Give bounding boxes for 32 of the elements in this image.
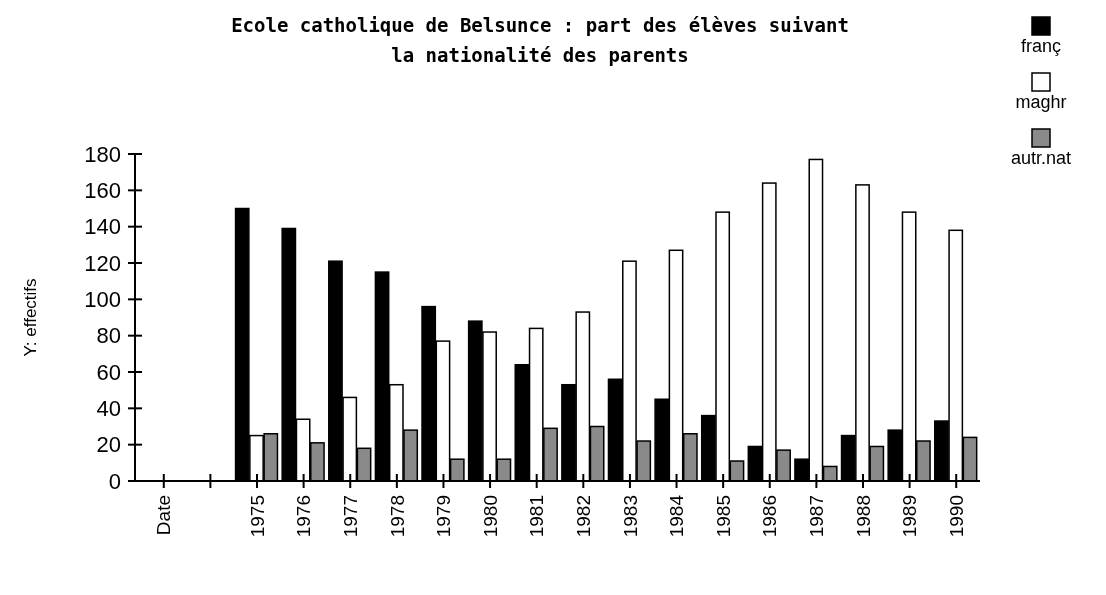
x-tick-label: 1980 [479,495,501,538]
x-tick-label: 1984 [666,494,688,538]
x-tick-label: 1983 [619,495,641,538]
x-tick-label: Date [153,495,175,536]
y-tick-label: 40 [96,396,121,422]
y-tick-label: 120 [84,250,121,276]
x-tick-label: 1977 [339,495,361,538]
y-tick-label: 180 [84,141,121,167]
x-tick-label: 1979 [433,495,455,538]
y-tick-label: 20 [96,432,121,458]
x-tick-label: 1975 [246,495,268,538]
x-tick-label: 1987 [806,495,828,538]
x-tick-label: 1990 [945,495,967,538]
legend-label: maghr [1015,92,1067,112]
y-tick-label: 160 [84,178,121,204]
x-tick-label: 1976 [293,495,315,538]
legend-label: franç [1020,36,1062,56]
x-tick-label: 1989 [899,495,921,538]
y-tick-label: 60 [96,359,121,385]
y-tick-label: 0 [108,468,121,494]
x-tick-label: 1982 [572,495,594,538]
y-tick-label: 100 [84,287,121,313]
x-tick-label: 1986 [759,495,781,538]
y-tick-label: 140 [84,214,121,240]
legend-label: autr.nat [1010,148,1072,168]
x-tick-label: 1985 [712,495,734,538]
x-tick-label: 1988 [852,495,874,538]
y-axis-title: Y: effectifs [20,278,40,357]
y-tick-label: 80 [96,323,121,349]
x-tick-label: 1978 [386,495,408,538]
x-tick-label: 1981 [526,495,548,538]
chart-title: Ecole catholique de Belsunce : part des élèves suivant la nationalité des parents [231,14,849,66]
